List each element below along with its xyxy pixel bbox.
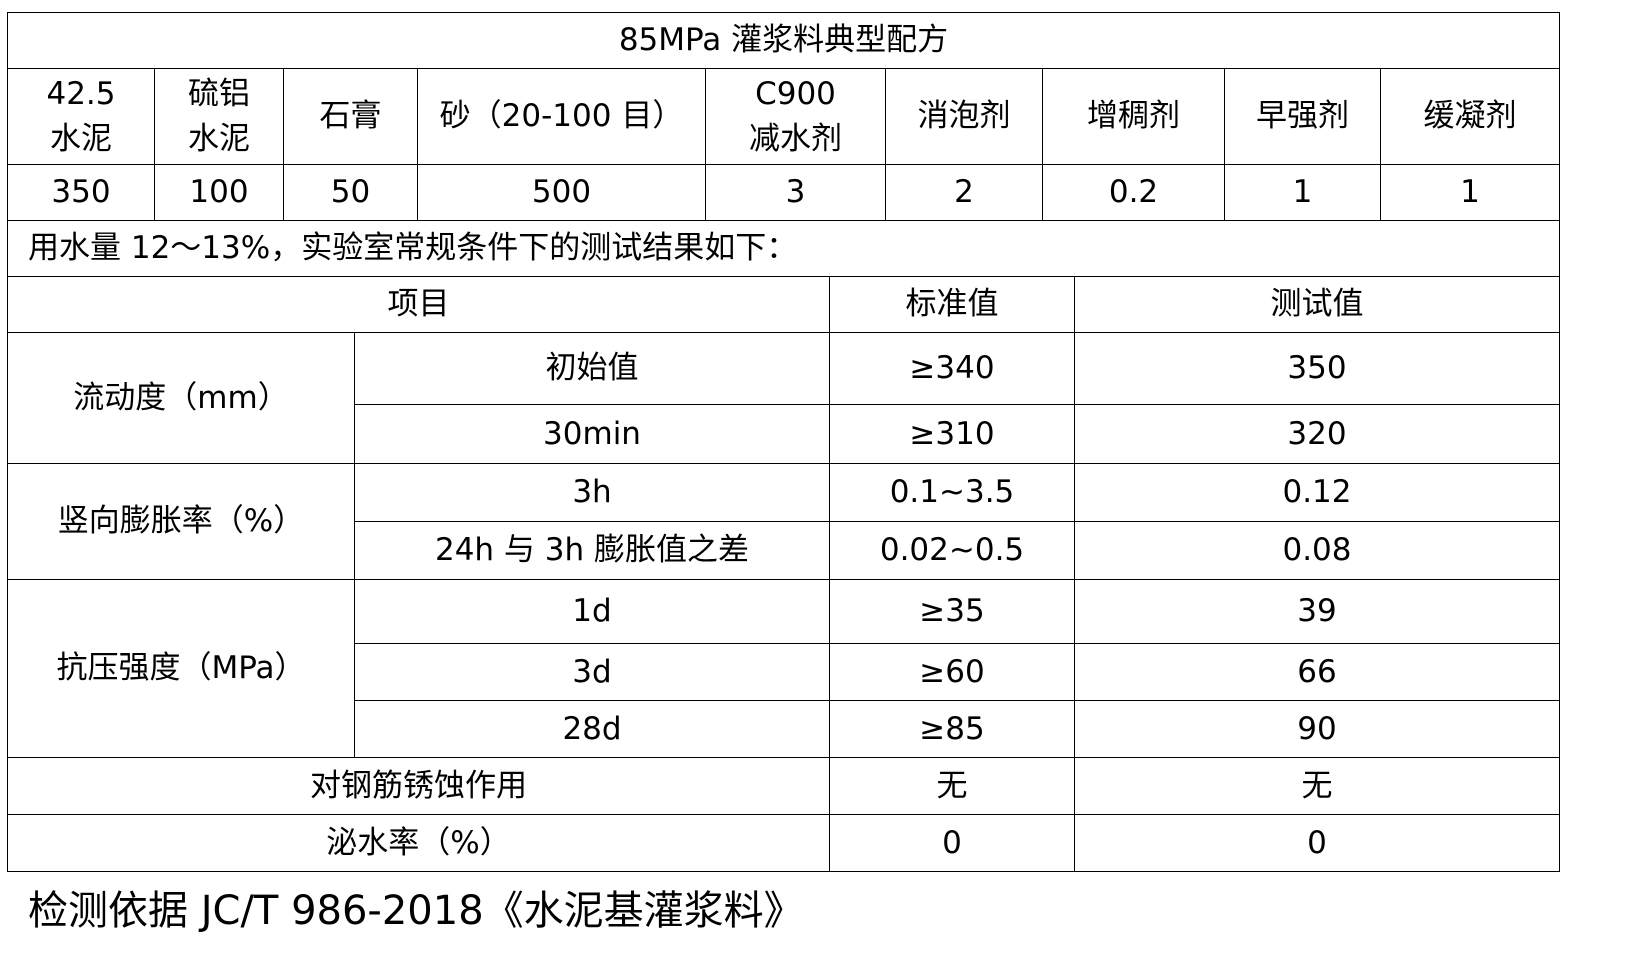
formula-header-cell: 消泡剂	[885, 68, 1043, 165]
results-standard-value: 0.02~0.5	[829, 521, 1075, 580]
footer-standard-reference: 检测依据 JC/T 986-2018《水泥基灌浆料》	[28, 888, 804, 934]
results-group-label: 流动度（mm）	[7, 332, 355, 464]
results-header-standard: 标准值	[829, 276, 1075, 333]
results-item: 泌水率（%）	[7, 814, 830, 872]
formula-value-cell: 0.2	[1042, 164, 1225, 221]
table-title: 85MPa 灌浆料典型配方	[7, 12, 1560, 69]
results-standard-value: 0	[829, 814, 1075, 872]
test-note: 用水量 12～13%，实验室常规条件下的测试结果如下：	[7, 220, 1560, 277]
results-measured-value: 90	[1074, 700, 1560, 758]
results-standard-value: ≥60	[829, 643, 1075, 701]
results-standard-value: 0.1~3.5	[829, 463, 1075, 522]
results-measured-value: 0	[1074, 814, 1560, 872]
results-measured-value: 0.08	[1074, 521, 1560, 580]
results-item: 对钢筋锈蚀作用	[7, 757, 830, 815]
results-measured-value: 0.12	[1074, 463, 1560, 522]
formula-header-cell: 硫铝 水泥	[154, 68, 284, 165]
formula-value-cell: 350	[7, 164, 155, 221]
results-measured-value: 无	[1074, 757, 1560, 815]
formula-header-cell: 缓凝剂	[1380, 68, 1560, 165]
formula-header-cell: 42.5 水泥	[7, 68, 155, 165]
results-measured-value: 350	[1074, 332, 1560, 405]
results-subitem: 28d	[354, 700, 830, 758]
formula-header-cell: C900 减水剂	[705, 68, 886, 165]
formula-value-cell: 500	[417, 164, 706, 221]
results-group-label: 竖向膨胀率（%）	[7, 463, 355, 580]
results-subitem: 初始值	[354, 332, 830, 405]
results-header-measured: 测试值	[1074, 276, 1560, 333]
results-subitem: 30min	[354, 404, 830, 464]
results-subitem: 24h 与 3h 膨胀值之差	[354, 521, 830, 580]
results-standard-value: ≥35	[829, 579, 1075, 644]
results-header-item: 项目	[7, 276, 830, 333]
formula-header-cell: 早强剂	[1224, 68, 1381, 165]
formula-value-cell: 100	[154, 164, 284, 221]
results-standard-value: ≥340	[829, 332, 1075, 405]
formula-header-cell: 石膏	[283, 68, 418, 165]
formula-value-cell: 50	[283, 164, 418, 221]
results-group-label: 抗压强度（MPa）	[7, 579, 355, 758]
results-measured-value: 320	[1074, 404, 1560, 464]
formula-header-cell: 增稠剂	[1042, 68, 1225, 165]
results-standard-value: ≥310	[829, 404, 1075, 464]
results-subitem: 3d	[354, 643, 830, 701]
formula-value-cell: 2	[885, 164, 1043, 221]
formula-value-cell: 1	[1380, 164, 1560, 221]
formula-value-cell: 1	[1224, 164, 1381, 221]
formula-value-cell: 3	[705, 164, 886, 221]
results-subitem: 3h	[354, 463, 830, 522]
formula-header-cell: 砂（20-100 目）	[417, 68, 706, 165]
results-standard-value: 无	[829, 757, 1075, 815]
results-subitem: 1d	[354, 579, 830, 644]
results-measured-value: 39	[1074, 579, 1560, 644]
results-standard-value: ≥85	[829, 700, 1075, 758]
results-measured-value: 66	[1074, 643, 1560, 701]
